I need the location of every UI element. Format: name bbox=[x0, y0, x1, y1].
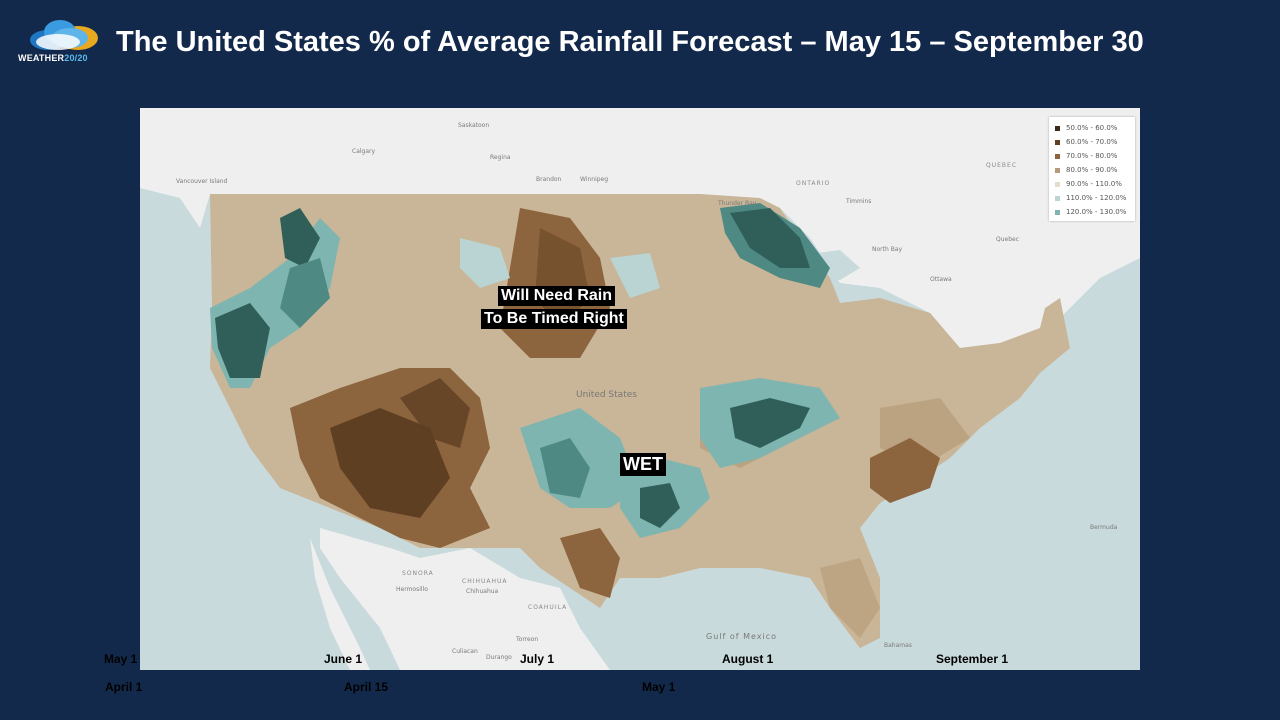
logo-text-accent: 20/20 bbox=[64, 53, 88, 63]
legend-item: 80.0% - 90.0% bbox=[1055, 163, 1135, 177]
region-label-coahuila: COAHUILA bbox=[528, 604, 568, 611]
legend-swatch bbox=[1055, 167, 1060, 173]
city-label-winnipeg: Winnipeg bbox=[580, 176, 609, 183]
legend-swatch bbox=[1055, 139, 1060, 145]
city-label-quebec: Quebec bbox=[996, 236, 1020, 243]
timeline-row1-june1: June 1 bbox=[324, 652, 363, 666]
legend-item: 60.0% - 70.0% bbox=[1055, 135, 1135, 149]
wet-label: WET bbox=[620, 453, 666, 476]
legend-swatch bbox=[1055, 125, 1060, 131]
city-label-ottawa: Ottawa bbox=[930, 276, 952, 283]
city-label-thunder-bay: Thunder Bay bbox=[718, 200, 757, 207]
legend-label: 50.0% - 60.0% bbox=[1066, 124, 1118, 132]
city-label-torreon: Torreon bbox=[516, 636, 539, 643]
city-label-north-bay: North Bay bbox=[872, 246, 903, 253]
legend-item: 120.0% - 130.0% bbox=[1055, 205, 1135, 219]
timeline-row1-may1: May 1 bbox=[104, 652, 138, 666]
city-label-culiacan: Culiacan bbox=[452, 648, 478, 655]
region-label-gulf-of-mexico: Gulf of Mexico bbox=[706, 632, 778, 641]
city-label-durango: Durango bbox=[486, 654, 512, 661]
legend-label: 90.0% - 110.0% bbox=[1066, 180, 1122, 188]
country-label-united-states: United States bbox=[576, 390, 637, 400]
timeline-row1-july1: July 1 bbox=[520, 652, 555, 666]
weather2020-logo bbox=[18, 16, 104, 68]
need-rain-label-line1: Will Need Rain bbox=[498, 286, 615, 306]
legend-item: 90.0% - 110.0% bbox=[1055, 177, 1135, 191]
timeline-row2-may1: May 1 bbox=[642, 680, 676, 694]
logo-text-main: WEATHER bbox=[18, 53, 65, 63]
legend-label: 60.0% - 70.0% bbox=[1066, 138, 1118, 146]
map-svg bbox=[140, 108, 1140, 670]
city-label-vancouver-island: Vancouver Island bbox=[176, 178, 228, 185]
region-label-ontario: ONTARIO bbox=[796, 180, 831, 187]
legend-item: 70.0% - 80.0% bbox=[1055, 149, 1135, 163]
timeline-row2-april15: April 15 bbox=[344, 680, 389, 694]
legend-swatch bbox=[1055, 195, 1060, 201]
logo-wordmark: WEATHER20/20 bbox=[18, 53, 108, 63]
legend-item: 110.0% - 120.0% bbox=[1055, 191, 1135, 205]
region-label-quebec: QUEBEC bbox=[986, 162, 1018, 169]
city-label-calgary: Calgary bbox=[352, 148, 376, 155]
timeline-row2-april1: April 1 bbox=[105, 680, 143, 694]
map-legend: 50.0% - 60.0% 60.0% - 70.0% 70.0% - 80.0% 8… bbox=[1049, 117, 1135, 221]
timeline-row1-september1: September 1 bbox=[936, 652, 1009, 666]
timeline-row1-august1: August 1 bbox=[722, 652, 774, 666]
legend-label: 120.0% - 130.0% bbox=[1066, 208, 1127, 216]
city-label-brandon: Brandon bbox=[536, 176, 562, 183]
city-label-bahamas: Bahamas bbox=[884, 642, 912, 649]
region-label-chihuahua: CHIHUAHUA bbox=[462, 578, 508, 585]
city-label-timmins: Timmins bbox=[846, 198, 872, 205]
city-label-regina: Regina bbox=[490, 154, 511, 161]
legend-label: 80.0% - 90.0% bbox=[1066, 166, 1118, 174]
city-label-chihuahua: Chihuahua bbox=[466, 588, 499, 595]
rainfall-forecast-map: Saskatoon Calgary Regina Brandon Winnipe… bbox=[140, 108, 1140, 670]
city-label-saskatoon: Saskatoon bbox=[458, 122, 490, 129]
legend-swatch bbox=[1055, 181, 1060, 187]
need-rain-label-line2: To Be Timed Right bbox=[481, 309, 627, 329]
legend-label: 70.0% - 80.0% bbox=[1066, 152, 1118, 160]
legend-label: 110.0% - 120.0% bbox=[1066, 194, 1127, 202]
city-label-hermosillo: Hermosillo bbox=[396, 586, 428, 593]
legend-item: 50.0% - 60.0% bbox=[1055, 121, 1135, 135]
city-label-bermuda: Bermuda bbox=[1090, 524, 1118, 531]
region-label-sonora: SONORA bbox=[402, 570, 434, 577]
legend-swatch bbox=[1055, 153, 1060, 159]
page-title: The United States % of Average Rainfall … bbox=[116, 26, 1144, 58]
legend-swatch bbox=[1055, 209, 1060, 215]
